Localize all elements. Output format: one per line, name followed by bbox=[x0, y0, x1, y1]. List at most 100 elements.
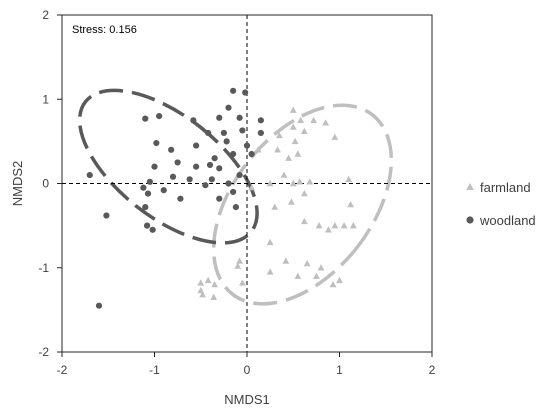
farmland-point bbox=[329, 281, 337, 288]
legend: farmland woodland bbox=[466, 180, 536, 228]
farmland-point bbox=[315, 222, 323, 229]
data-points bbox=[86, 87, 357, 309]
woodland-point bbox=[216, 195, 223, 202]
legend-label-farmland: farmland bbox=[480, 180, 531, 195]
woodland-point bbox=[232, 203, 239, 211]
woodland-point bbox=[243, 142, 251, 149]
farmland-point bbox=[331, 133, 339, 140]
x-axis-label: NMDS1 bbox=[224, 392, 270, 407]
x-tick-label: -2 bbox=[57, 363, 68, 377]
farmland-point bbox=[210, 293, 218, 300]
woodland-point bbox=[190, 117, 197, 124]
farmland-point bbox=[266, 179, 274, 187]
legend-marker-farmland bbox=[466, 183, 474, 190]
woodland-point bbox=[142, 203, 149, 211]
farmland-point bbox=[336, 276, 343, 284]
woodland-point bbox=[168, 146, 175, 153]
woodland-point bbox=[220, 129, 227, 137]
axis-ticks: -2 -1 0 1 2 -2 -1 0 1 2 bbox=[38, 8, 435, 377]
farmland-point bbox=[300, 217, 308, 225]
woodland-point bbox=[177, 195, 184, 202]
woodland-points bbox=[86, 87, 264, 309]
reference-lines bbox=[62, 15, 432, 352]
farmland-point bbox=[271, 203, 279, 210]
x-tick-label: 0 bbox=[244, 363, 251, 377]
woodland-point bbox=[193, 142, 200, 149]
woodland-point bbox=[242, 89, 249, 96]
farmland-point bbox=[287, 198, 295, 205]
farmland-point bbox=[248, 184, 256, 191]
woodland-point bbox=[140, 184, 147, 191]
farmland-point bbox=[266, 238, 274, 246]
woodland-ellipse bbox=[77, 88, 259, 245]
farmland-point bbox=[234, 262, 242, 269]
woodland-point bbox=[156, 113, 163, 120]
x-tick-label: 1 bbox=[336, 363, 343, 377]
farmland-point bbox=[197, 279, 205, 286]
woodland-point bbox=[208, 176, 215, 183]
confidence-ellipses bbox=[77, 88, 394, 306]
farmland-point bbox=[275, 131, 283, 139]
woodland-point bbox=[174, 159, 181, 166]
y-axis-label: NMDS2 bbox=[10, 161, 25, 207]
woodland-point bbox=[205, 129, 212, 137]
woodland-point bbox=[146, 178, 153, 185]
woodland-point bbox=[223, 138, 230, 145]
woodland-point bbox=[142, 115, 149, 122]
woodland-point bbox=[193, 163, 200, 170]
farmland-point bbox=[199, 291, 207, 298]
farmland-point bbox=[300, 127, 308, 134]
farmland-point bbox=[306, 178, 314, 185]
farmland-point bbox=[266, 268, 274, 275]
woodland-point bbox=[95, 302, 103, 309]
farmland-points bbox=[197, 106, 357, 300]
woodland-point bbox=[169, 173, 177, 180]
farmland-point bbox=[291, 137, 299, 145]
x-tick-label: 2 bbox=[429, 363, 436, 377]
farmland-point bbox=[211, 281, 219, 288]
x-tick-label: -1 bbox=[149, 363, 160, 377]
farmland-point bbox=[289, 179, 297, 187]
woodland-point bbox=[86, 171, 93, 179]
woodland-point bbox=[202, 182, 209, 189]
farmland-point bbox=[289, 123, 297, 130]
woodland-point bbox=[257, 129, 264, 137]
farmland-point bbox=[294, 150, 302, 157]
farmland-point bbox=[300, 190, 308, 197]
farmland-point bbox=[238, 279, 246, 286]
y-tick-label: 1 bbox=[42, 92, 49, 106]
woodland-point bbox=[216, 114, 223, 121]
farmland-point bbox=[345, 175, 353, 182]
woodland-point bbox=[257, 117, 264, 124]
woodland-point bbox=[225, 104, 232, 111]
farmland-ellipse bbox=[211, 103, 394, 306]
woodland-point bbox=[225, 180, 232, 187]
farmland-point bbox=[289, 106, 297, 113]
woodland-point bbox=[236, 114, 243, 121]
farmland-point bbox=[324, 226, 332, 233]
woodland-point bbox=[230, 150, 237, 158]
woodland-point bbox=[186, 176, 193, 183]
farmland-point bbox=[285, 154, 293, 161]
farmland-point bbox=[274, 146, 281, 153]
y-tick-label: 2 bbox=[42, 8, 49, 22]
woodland-point bbox=[216, 165, 223, 172]
y-tick-label: 0 bbox=[42, 177, 49, 191]
legend-marker-woodland bbox=[466, 216, 474, 224]
farmland-point bbox=[296, 178, 304, 185]
legend-item-woodland: woodland bbox=[466, 213, 536, 228]
farmland-point bbox=[322, 119, 330, 126]
farmland-point bbox=[280, 171, 288, 178]
woodland-point bbox=[103, 212, 110, 219]
woodland-point bbox=[211, 155, 218, 162]
y-tick-label: -2 bbox=[38, 345, 49, 359]
farmland-point bbox=[294, 272, 302, 279]
legend-label-woodland: woodland bbox=[479, 213, 536, 228]
farmland-point bbox=[317, 264, 325, 271]
farmland-point bbox=[340, 222, 348, 229]
farmland-point bbox=[303, 259, 311, 267]
farmland-point bbox=[347, 200, 355, 208]
woodland-point bbox=[206, 161, 214, 169]
woodland-point bbox=[144, 190, 152, 197]
